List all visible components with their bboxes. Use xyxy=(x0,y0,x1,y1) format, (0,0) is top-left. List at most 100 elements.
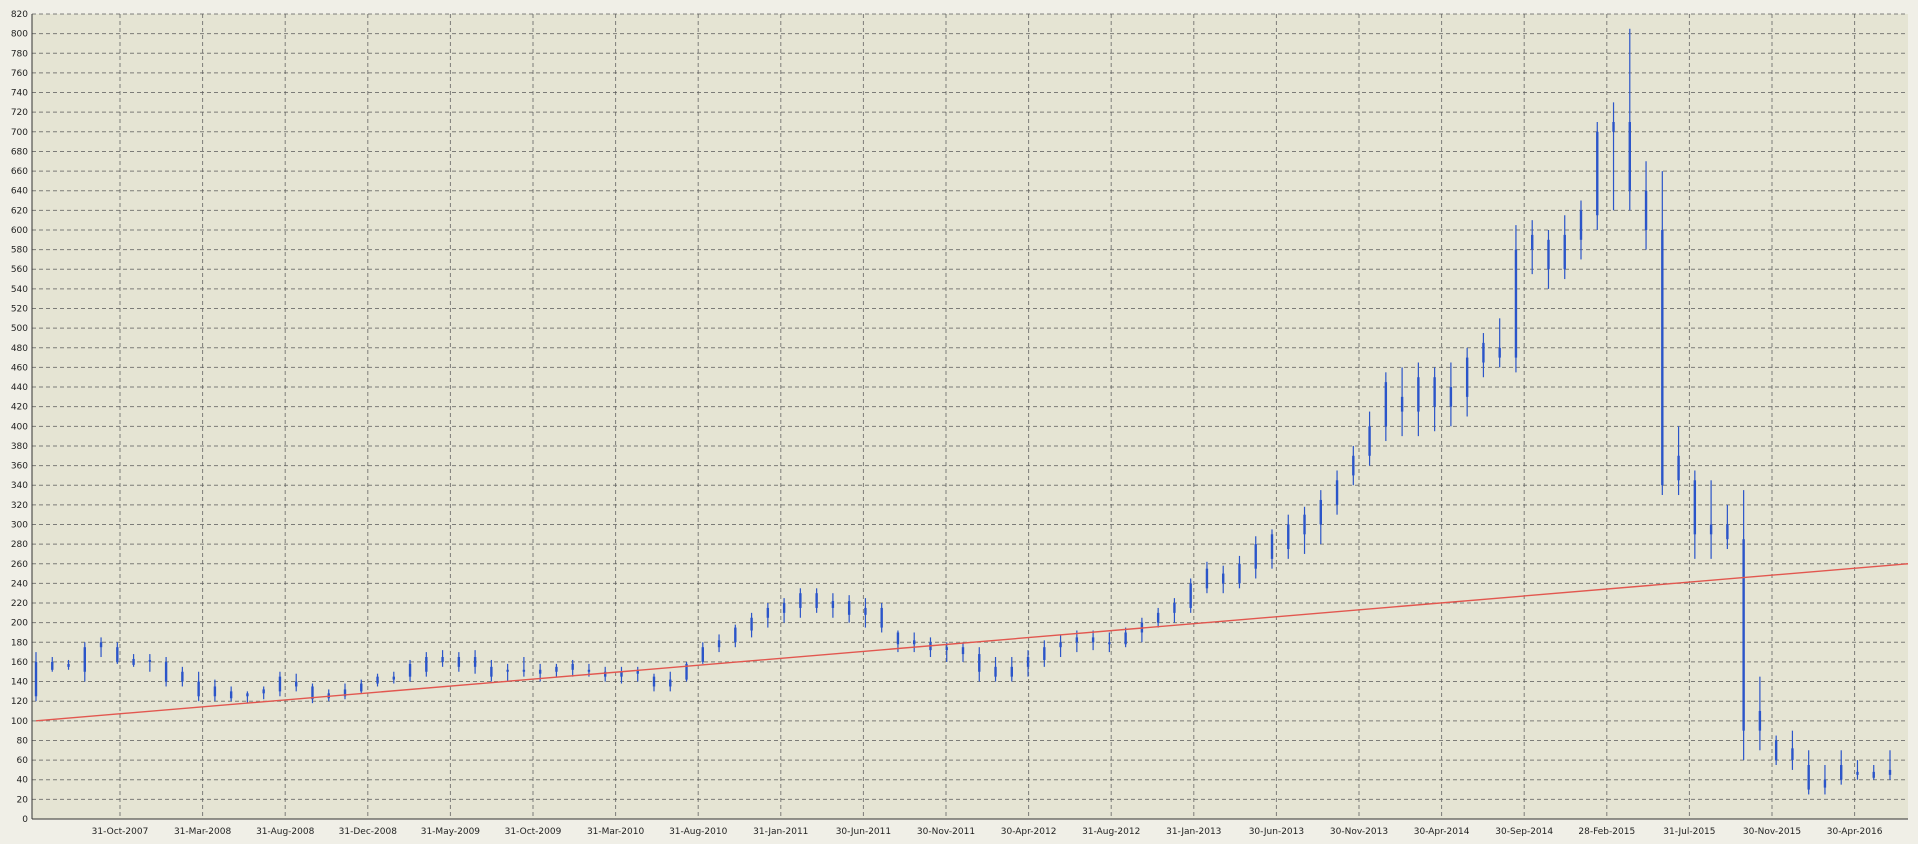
y-tick-label: 260 xyxy=(11,560,28,570)
candle-body xyxy=(229,691,233,699)
candle-body xyxy=(343,689,347,697)
candle-body xyxy=(717,640,721,648)
candle-body xyxy=(1644,190,1648,230)
candle-body xyxy=(1400,396,1404,412)
candle-body xyxy=(1531,234,1534,250)
candle-body xyxy=(83,647,86,672)
y-tick-label: 440 xyxy=(11,383,28,393)
candle-body xyxy=(1579,210,1583,240)
trend-line xyxy=(35,563,1909,722)
x-tick-label: 30-Apr-2012 xyxy=(1001,827,1057,837)
candle-body xyxy=(880,607,883,628)
y-tick-label: 360 xyxy=(11,462,28,472)
candle-body xyxy=(815,593,818,608)
x-tick-label: 31-Aug-2012 xyxy=(1082,827,1140,837)
candle-body xyxy=(636,669,639,674)
candle-body xyxy=(1026,657,1030,667)
candle-body xyxy=(1661,229,1664,486)
trend-line-series xyxy=(35,563,1909,722)
candle-body xyxy=(1628,121,1631,191)
x-tick-label: 30-Apr-2014 xyxy=(1414,827,1470,837)
candle-body xyxy=(1612,121,1615,132)
candle-body xyxy=(1807,765,1810,790)
y-tick-label: 40 xyxy=(17,776,29,786)
x-tick-label: 28-Feb-2015 xyxy=(1578,827,1635,837)
y-tick-label: 200 xyxy=(11,619,28,629)
y-tick-label: 120 xyxy=(11,697,28,707)
y-tick-label: 340 xyxy=(11,481,28,491)
candle-body xyxy=(620,671,623,677)
x-tick-label: 31-Oct-2009 xyxy=(505,827,562,837)
candle-body xyxy=(1352,455,1355,476)
candle-body xyxy=(1596,131,1599,216)
candle-body xyxy=(961,647,965,655)
candle-body xyxy=(538,669,542,674)
x-tick-label: 30-Apr-2016 xyxy=(1827,827,1883,837)
y-tick-label: 500 xyxy=(11,324,28,334)
x-tick-label: 31-Mar-2010 xyxy=(587,827,645,837)
y-tick-label: 700 xyxy=(11,128,28,138)
candle-body xyxy=(1156,612,1160,623)
y-tick-label: 320 xyxy=(11,501,28,511)
candle-body xyxy=(1774,740,1778,761)
candle-body xyxy=(473,657,477,667)
candle-body xyxy=(490,666,493,677)
candle-body xyxy=(1205,568,1209,589)
candle-body xyxy=(1709,524,1713,535)
candle-body xyxy=(1010,666,1013,677)
y-tick-label: 280 xyxy=(11,540,28,550)
y-tick-label: 760 xyxy=(11,69,28,79)
candle-body xyxy=(441,657,444,662)
candle-body xyxy=(99,642,103,648)
candle-body xyxy=(1742,539,1745,731)
candle-body xyxy=(425,657,428,672)
candle-body xyxy=(1270,534,1274,559)
candle-body xyxy=(262,689,265,694)
candle-body xyxy=(67,663,70,667)
candle-body xyxy=(1726,524,1729,540)
candle-body xyxy=(799,593,802,608)
candle-body xyxy=(896,632,900,645)
y-tick-label: 640 xyxy=(11,187,28,197)
candle-body xyxy=(669,679,672,687)
candle-body xyxy=(1303,514,1306,535)
y-gridlines xyxy=(32,13,1908,820)
candle-body xyxy=(278,676,282,692)
candle-body xyxy=(1124,632,1127,645)
y-tick-label: 600 xyxy=(11,226,28,236)
candle-body xyxy=(1856,771,1859,775)
y-tick-label: 20 xyxy=(17,795,29,805)
candle-body xyxy=(782,603,786,613)
candle-body xyxy=(978,654,981,672)
candle-body xyxy=(701,647,704,662)
x-tick-label: 31-Jul-2015 xyxy=(1663,827,1715,837)
y-tick-label: 60 xyxy=(17,756,29,766)
candle-body xyxy=(408,663,412,677)
y-tick-label: 520 xyxy=(11,305,28,315)
y-tick-label: 820 xyxy=(11,10,28,20)
x-tick-label: 31-Jan-2013 xyxy=(1166,827,1221,837)
y-tick-label: 0 xyxy=(22,815,28,825)
candle-body xyxy=(1872,771,1875,778)
candle-body xyxy=(1287,524,1290,550)
candle-body xyxy=(1254,544,1257,569)
candle-body xyxy=(213,686,217,697)
candle-body xyxy=(994,666,997,677)
candle-body xyxy=(847,601,851,615)
candle-body xyxy=(1417,377,1420,412)
candle-body xyxy=(1547,239,1550,270)
candle-body xyxy=(1059,642,1062,648)
candle-body xyxy=(734,627,737,643)
candle-body xyxy=(945,647,948,651)
y-tick-label: 720 xyxy=(11,108,28,118)
candle-body xyxy=(555,666,558,672)
y-tick-label: 480 xyxy=(11,344,28,354)
candle-body xyxy=(1319,499,1322,525)
y-tick-label: 380 xyxy=(11,442,28,452)
candle-body xyxy=(181,671,184,682)
y-tick-label: 620 xyxy=(11,206,28,216)
candle-body xyxy=(376,676,379,684)
y-tick-label: 420 xyxy=(11,403,28,413)
x-tick-label: 31-Oct-2007 xyxy=(92,827,149,837)
candle-body xyxy=(34,661,38,697)
